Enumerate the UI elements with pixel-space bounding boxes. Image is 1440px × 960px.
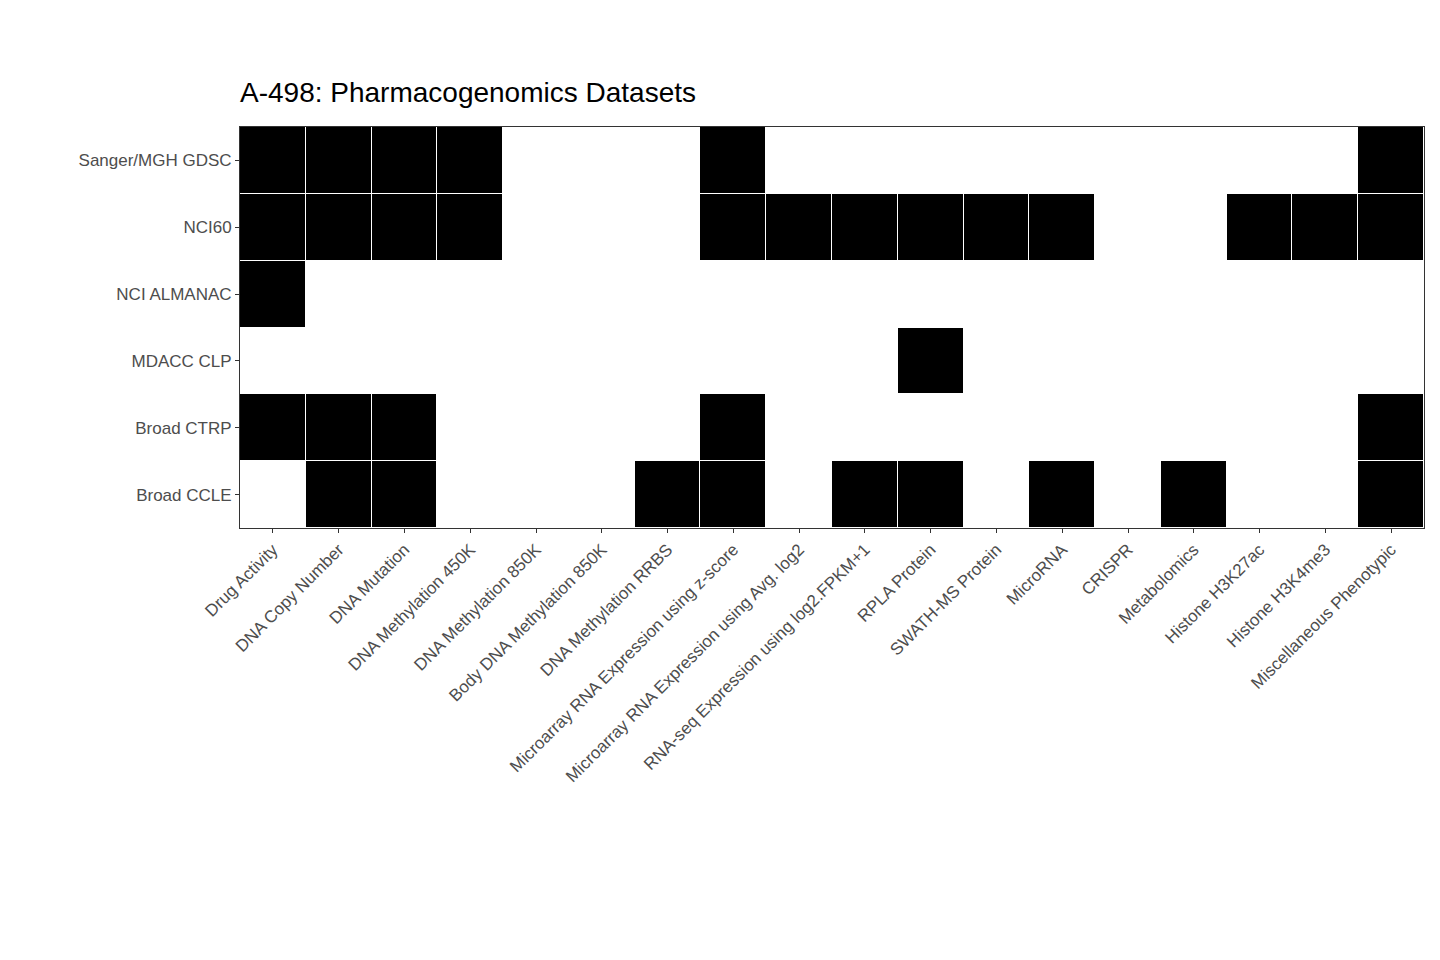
svg-text:Sanger/MGH GDSC: Sanger/MGH GDSC bbox=[79, 151, 232, 170]
svg-text:DNA Mutation: DNA Mutation bbox=[326, 540, 414, 628]
svg-text:Miscellaneous Phenotypic: Miscellaneous Phenotypic bbox=[1248, 540, 1401, 693]
svg-text:MicroRNA: MicroRNA bbox=[1003, 540, 1072, 609]
svg-text:Broad CCLE: Broad CCLE bbox=[136, 486, 231, 505]
svg-text:Broad CTRP: Broad CTRP bbox=[135, 419, 231, 438]
svg-text:Drug Activity: Drug Activity bbox=[201, 540, 282, 621]
svg-text:DNA Methylation RRBS: DNA Methylation RRBS bbox=[537, 540, 677, 680]
svg-text:DNA Methylation 450K: DNA Methylation 450K bbox=[345, 540, 480, 675]
svg-text:DNA Copy Number: DNA Copy Number bbox=[232, 540, 348, 656]
svg-text:NCI60: NCI60 bbox=[183, 218, 231, 237]
svg-text:NCI ALMANAC: NCI ALMANAC bbox=[116, 285, 231, 304]
svg-text:MDACC CLP: MDACC CLP bbox=[131, 352, 231, 371]
svg-text:CRISPR: CRISPR bbox=[1078, 540, 1137, 599]
svg-text:Histone H3K27ac: Histone H3K27ac bbox=[1161, 540, 1268, 647]
svg-text:DNA Methylation 850K: DNA Methylation 850K bbox=[410, 540, 545, 675]
svg-text:Microarray RNA Expression usin: Microarray RNA Expression using z-score bbox=[506, 540, 742, 776]
svg-text:Histone H3K4me3: Histone H3K4me3 bbox=[1223, 540, 1334, 651]
svg-text:A-498: Pharmacogenomics Datase: A-498: Pharmacogenomics Datasets bbox=[240, 77, 696, 108]
svg-text:RPLA Protein: RPLA Protein bbox=[854, 540, 940, 626]
svg-text:Microarray RNA Expression usin: Microarray RNA Expression using Avg. log… bbox=[562, 540, 808, 786]
svg-text:RNA-seq Expression using log2.: RNA-seq Expression using log2.FPKM+1 bbox=[640, 540, 874, 774]
svg-text:Body DNA Methylation 850K: Body DNA Methylation 850K bbox=[445, 540, 611, 706]
svg-text:Metabolomics: Metabolomics bbox=[1115, 540, 1203, 628]
svg-text:SWATH-MS Protein: SWATH-MS Protein bbox=[886, 540, 1005, 659]
